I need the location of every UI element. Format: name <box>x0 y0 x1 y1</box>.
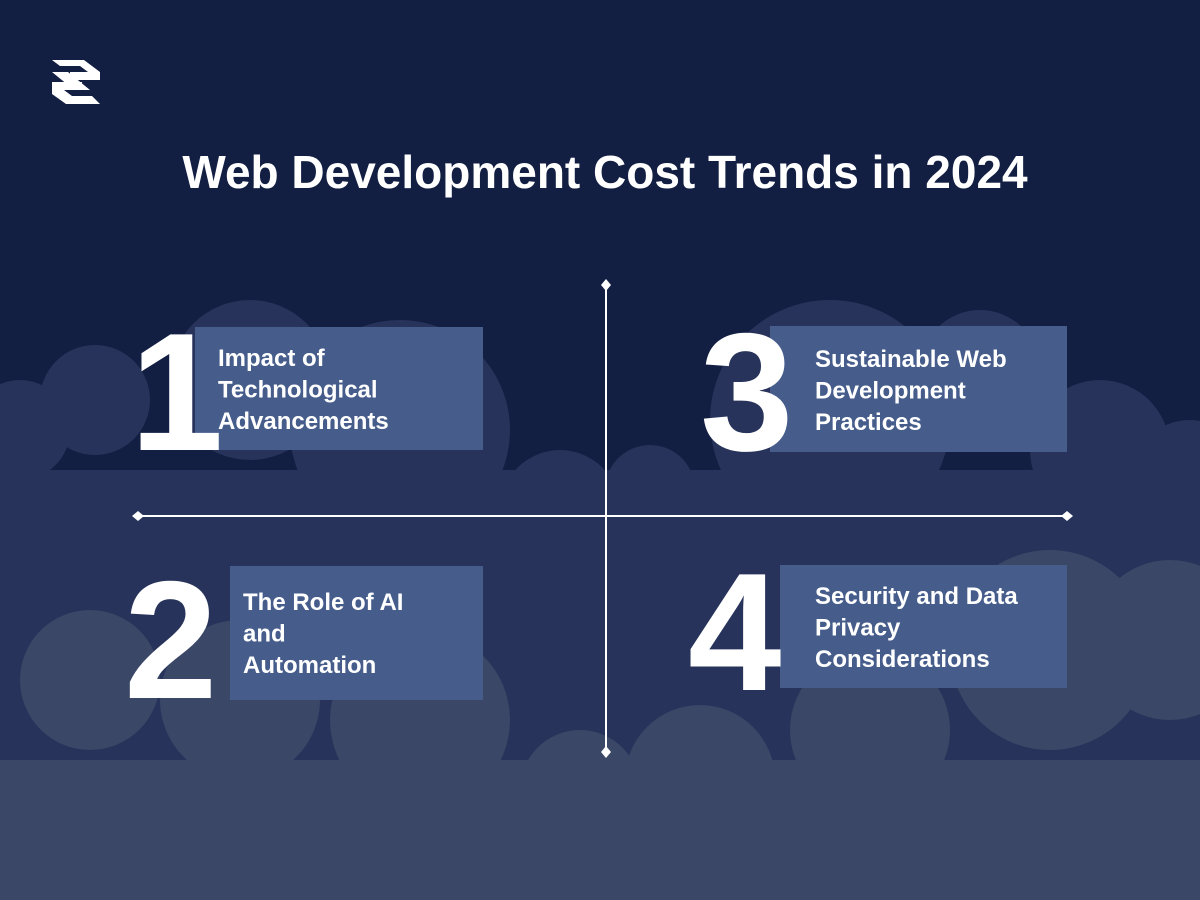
item-label: Impact of <box>218 345 326 372</box>
item-label: Considerations <box>815 646 990 673</box>
item: 4 Security and Data Privacy Considerations <box>688 538 1067 726</box>
item-number: 3 <box>700 298 793 486</box>
item-label: Security and Data <box>815 583 1018 610</box>
item-box <box>770 326 1067 452</box>
item-label: Sustainable Web <box>815 346 1007 373</box>
item-label: Practices <box>815 409 922 436</box>
item-label: Development <box>815 378 966 405</box>
item: 2 The Role of AI and Automation <box>124 546 483 734</box>
item-box <box>230 566 483 700</box>
item-label: Automation <box>243 652 376 679</box>
divider-ends <box>132 279 1073 758</box>
item-box <box>780 565 1067 688</box>
item-label: Privacy <box>815 615 901 642</box>
item-label: Technological <box>218 377 378 404</box>
item-label: Advancements <box>218 408 389 435</box>
item-number: 4 <box>688 538 781 726</box>
item-number: 2 <box>124 546 217 734</box>
item-number: 1 <box>130 298 223 486</box>
logo <box>52 60 100 104</box>
item-box <box>195 327 483 450</box>
divider-cross <box>138 285 1067 752</box>
item-label: The Role of AI <box>243 589 403 616</box>
title: Web Development Cost Trends in 2024 <box>182 146 1028 198</box>
item: 3 Sustainable Web Development Practices <box>700 298 1067 486</box>
item-label: and <box>243 621 286 648</box>
